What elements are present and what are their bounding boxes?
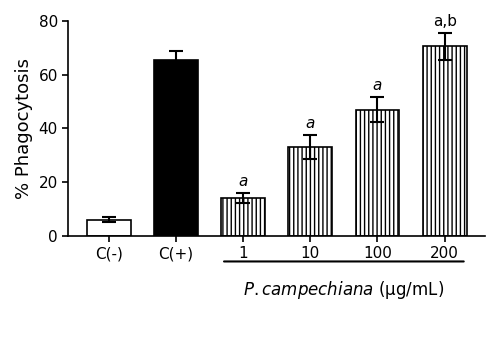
Text: a: a — [306, 116, 315, 131]
Bar — [288, 147, 332, 236]
Bar — [356, 110, 400, 236]
Bar — [154, 60, 198, 236]
Text: a: a — [373, 78, 382, 94]
Text: a: a — [238, 174, 248, 189]
Bar — [221, 198, 265, 236]
Bar — [423, 47, 467, 236]
Bar — [87, 220, 130, 236]
Y-axis label: % Phagocytosis: % Phagocytosis — [15, 58, 33, 199]
Text: $\it{P. campechiana}$ (µg/mL): $\it{P. campechiana}$ (µg/mL) — [244, 279, 444, 300]
Text: a,b: a,b — [432, 14, 456, 29]
